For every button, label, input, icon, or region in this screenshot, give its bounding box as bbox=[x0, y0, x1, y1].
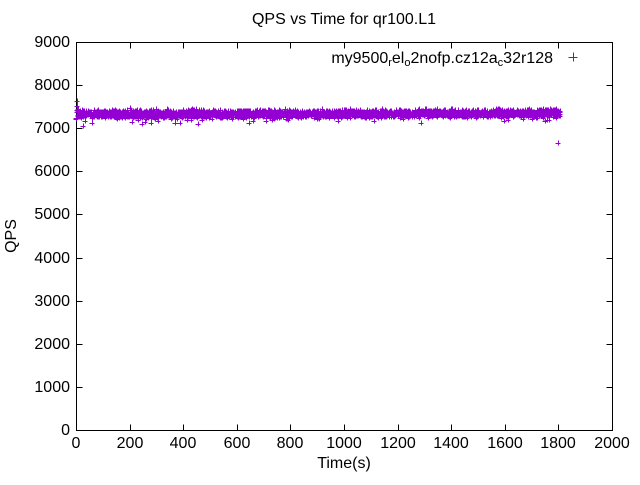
y-tick-label: 0 bbox=[61, 422, 70, 439]
chart-title: QPS vs Time for qr100.L1 bbox=[252, 11, 436, 28]
x-tick-label: 1800 bbox=[540, 435, 576, 452]
y-tick-label: 8000 bbox=[34, 77, 70, 94]
x-tick-label: 400 bbox=[170, 435, 197, 452]
x-tick-label: 600 bbox=[224, 435, 251, 452]
y-tick-label: 5000 bbox=[34, 206, 70, 223]
series-points bbox=[73, 98, 563, 146]
x-tick-label: 1000 bbox=[326, 435, 362, 452]
y-tick-label: 4000 bbox=[34, 250, 70, 267]
y-tick-label: 3000 bbox=[34, 293, 70, 310]
legend-plus-marker-icon bbox=[568, 52, 578, 62]
x-tick-label: 1600 bbox=[487, 435, 523, 452]
y-tick-label: 2000 bbox=[34, 336, 70, 353]
x-tick-label: 800 bbox=[277, 435, 304, 452]
x-tick-label: 0 bbox=[72, 435, 81, 452]
x-tick-label: 1200 bbox=[380, 435, 416, 452]
y-tick-label: 9000 bbox=[34, 34, 70, 51]
x-tick-label: 1400 bbox=[433, 435, 469, 452]
y-axis-label: QPS bbox=[3, 219, 20, 253]
x-tick-label: 200 bbox=[117, 435, 144, 452]
y-tick-label: 6000 bbox=[34, 163, 70, 180]
y-tick-label: 7000 bbox=[34, 120, 70, 137]
qps-data-points bbox=[73, 98, 563, 146]
x-axis-label: Time(s) bbox=[317, 455, 371, 472]
x-tick-label: 2000 bbox=[594, 435, 630, 452]
legend: my9500relo2nofp.cz12ac32r128 bbox=[331, 50, 578, 69]
y-tick-label: 1000 bbox=[34, 379, 70, 396]
axes: 0 200 400 600 800 1000 1200 1400 1600 1800 2000 0 10… bbox=[34, 34, 629, 452]
plot-border bbox=[76, 42, 613, 431]
legend-label: my9500relo2nofp.cz12ac32r128 bbox=[331, 50, 553, 69]
